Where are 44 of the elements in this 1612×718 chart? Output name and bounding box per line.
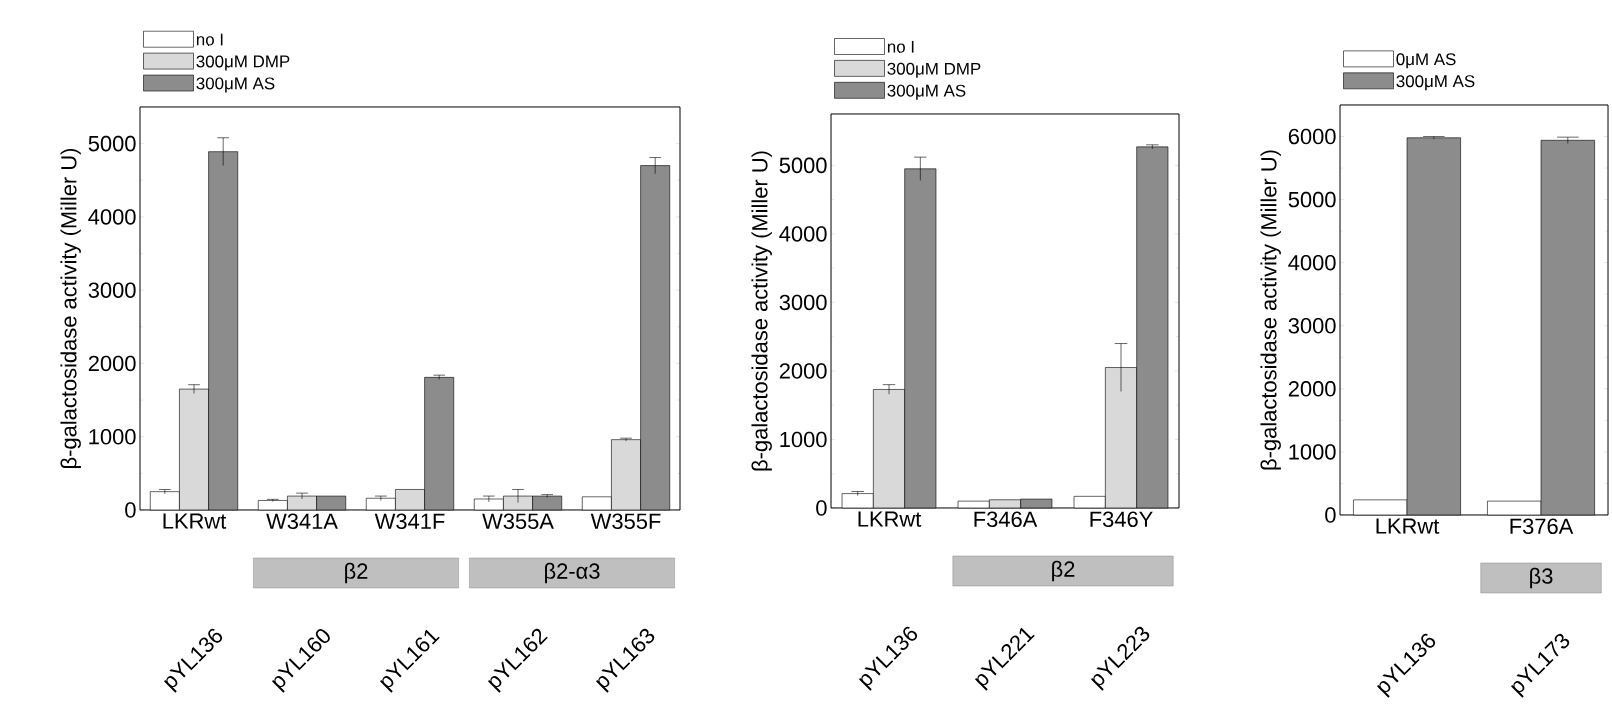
legend-label: 300μM AS (887, 84, 966, 100)
y-tick-label: 4000 (779, 226, 827, 242)
y-tick-label: 2000 (88, 355, 136, 372)
y-axis-title: β-galactosidase activity (Miller U) (751, 151, 772, 471)
y-tick-label: 1000 (89, 428, 136, 445)
y-tick-label: 1000 (1289, 444, 1336, 460)
y-tick-label: 3000 (1288, 317, 1336, 334)
text: β2 (345, 562, 368, 584)
legend-label: 300μM DMP (887, 62, 981, 78)
x-tick-label: W355A (482, 513, 554, 530)
y-tick-label: 3000 (779, 294, 827, 311)
y-tick-label: 2000 (1288, 381, 1336, 397)
x-tick-label: W341F (374, 513, 445, 530)
x-tick-label: LKRwt (1376, 518, 1440, 534)
legend-label: 300μM DMP (196, 55, 290, 71)
y-tick-label: 4000 (88, 209, 136, 225)
text: β2-α3 (545, 562, 600, 584)
x-tick-label: W341A (266, 513, 338, 530)
y-tick-label: 0 (1325, 507, 1336, 523)
x-tick-label: LKRwt (163, 513, 227, 529)
text: β3 (1530, 567, 1553, 589)
y-axis-title: β-galactosidase activity (Miller U) (1260, 150, 1281, 470)
y-tick-label: 5000 (1288, 191, 1336, 208)
y-tick-label: 6000 (1288, 128, 1336, 145)
x-tick-label: W355F (590, 513, 661, 530)
y-axis-title: β-galactosidase activity (Miller U) (60, 148, 81, 468)
legend-label: 300μM AS (1396, 75, 1475, 91)
y-tick-label: 0 (816, 500, 827, 516)
y-tick-label: 5000 (88, 135, 136, 152)
legend-label: 0μM AS (1396, 53, 1456, 69)
text: β2 (1052, 560, 1075, 582)
y-tick-label: 4000 (1288, 254, 1336, 271)
legend-label: no I (887, 40, 914, 53)
x-tick-label: LKRwt (858, 511, 922, 527)
y-tick-label: 0 (125, 502, 136, 518)
y-tick-label: 2000 (779, 363, 827, 379)
x-tick-label: F346Y (1090, 511, 1153, 528)
legend-label: 300μM AS (196, 77, 275, 93)
y-tick-label: 3000 (88, 282, 136, 298)
y-tick-label: 1000 (780, 431, 827, 448)
x-tick-label: F376A (1510, 518, 1574, 535)
x-tick-label: F346A (974, 511, 1038, 528)
legend-label: no I (196, 33, 223, 46)
y-tick-label: 5000 (779, 157, 827, 174)
